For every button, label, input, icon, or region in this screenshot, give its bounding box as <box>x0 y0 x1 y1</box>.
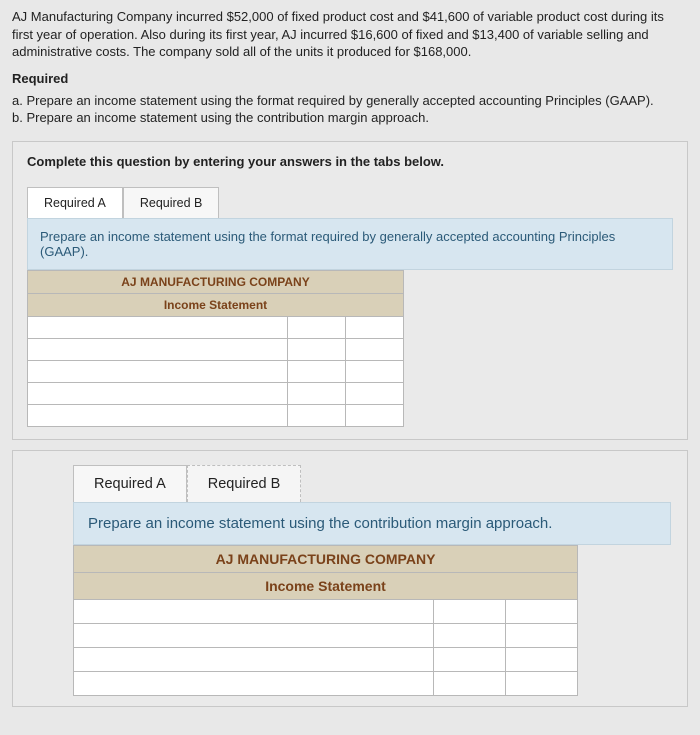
table-row <box>74 671 578 695</box>
panel-required-a: Complete this question by entering your … <box>12 141 688 440</box>
cell-value[interactable] <box>288 360 346 382</box>
tab-required-b-2[interactable]: Required B <box>187 465 302 502</box>
tab-row-a: Required A Required B <box>27 187 673 218</box>
cell-label[interactable] <box>28 316 288 338</box>
cell-value[interactable] <box>434 671 506 695</box>
table-row <box>74 623 578 647</box>
cell-value[interactable] <box>434 623 506 647</box>
complete-instruction: Complete this question by entering your … <box>27 154 673 169</box>
tab-required-b[interactable]: Required B <box>123 187 220 218</box>
cell-label[interactable] <box>74 647 434 671</box>
cell-value[interactable] <box>506 647 578 671</box>
cell-value[interactable] <box>346 382 404 404</box>
cell-value[interactable] <box>434 647 506 671</box>
tab-row-b: Required A Required B <box>73 465 671 502</box>
cell-value[interactable] <box>288 338 346 360</box>
table-row <box>28 338 404 360</box>
table-row <box>74 647 578 671</box>
table-b-company: AJ MANUFACTURING COMPANY <box>74 545 578 572</box>
table-b-title: Income Statement <box>74 572 578 599</box>
cell-label[interactable] <box>28 338 288 360</box>
table-row <box>28 316 404 338</box>
prompt-b: Prepare an income statement using the co… <box>73 502 671 545</box>
table-row <box>28 360 404 382</box>
cell-value[interactable] <box>346 316 404 338</box>
problem-intro: AJ Manufacturing Company incurred $52,00… <box>12 8 688 61</box>
cell-value[interactable] <box>434 599 506 623</box>
table-a-title: Income Statement <box>28 293 404 316</box>
cell-value[interactable] <box>288 382 346 404</box>
cell-value[interactable] <box>346 404 404 426</box>
cell-value[interactable] <box>346 360 404 382</box>
required-heading: Required <box>12 71 688 86</box>
cell-label[interactable] <box>74 599 434 623</box>
cell-value[interactable] <box>506 623 578 647</box>
panel-required-b: Required A Required B Prepare an income … <box>12 450 688 707</box>
income-statement-table-a: AJ MANUFACTURING COMPANY Income Statemen… <box>27 270 404 427</box>
table-row <box>74 599 578 623</box>
prompt-a: Prepare an income statement using the fo… <box>27 218 673 270</box>
income-statement-table-b: AJ MANUFACTURING COMPANY Income Statemen… <box>73 545 578 696</box>
table-row <box>28 404 404 426</box>
tab-required-a[interactable]: Required A <box>27 187 123 218</box>
cell-value[interactable] <box>288 404 346 426</box>
cell-value[interactable] <box>346 338 404 360</box>
cell-label[interactable] <box>74 671 434 695</box>
table-row <box>28 382 404 404</box>
cell-label[interactable] <box>28 382 288 404</box>
tab-required-a-2[interactable]: Required A <box>73 465 187 502</box>
table-a-company: AJ MANUFACTURING COMPANY <box>28 270 404 293</box>
cell-label[interactable] <box>28 404 288 426</box>
cell-value[interactable] <box>506 671 578 695</box>
cell-value[interactable] <box>506 599 578 623</box>
cell-label[interactable] <box>28 360 288 382</box>
requirement-b: b. Prepare an income statement using the… <box>12 109 688 127</box>
cell-value[interactable] <box>288 316 346 338</box>
requirement-a: a. Prepare an income statement using the… <box>12 92 688 110</box>
cell-label[interactable] <box>74 623 434 647</box>
